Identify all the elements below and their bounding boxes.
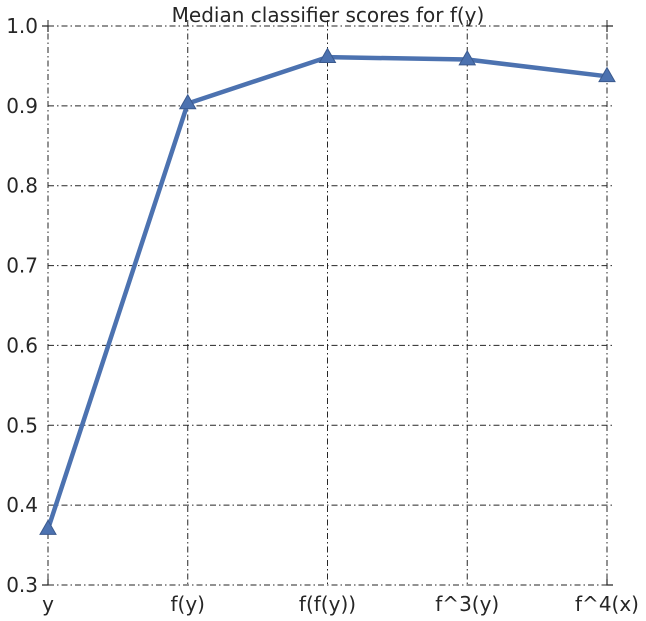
y-tick-label: 0.4 <box>6 493 38 517</box>
y-axis-ticks: 0.3 0.4 0.5 0.6 0.7 0.8 0.9 1.0 <box>6 14 38 597</box>
x-tick-label: f^4(x) <box>575 592 639 616</box>
data-point-marker <box>39 519 57 535</box>
y-tick-label: 0.7 <box>6 254 38 278</box>
y-tick-label: 0.6 <box>6 333 38 357</box>
y-tick-label: 0.8 <box>6 174 38 198</box>
x-tick-label: f^3(y) <box>435 592 499 616</box>
data-point-marker <box>178 93 197 110</box>
y-tick-label: 1.0 <box>6 14 38 38</box>
x-axis-ticks: y f(y) f(f(y)) f^3(y) f^4(x) <box>42 592 639 616</box>
axis-corner-ticks <box>42 25 613 586</box>
y-tick-label: 0.5 <box>6 413 38 437</box>
y-tick-label: 0.9 <box>6 94 38 118</box>
x-tick-label: y <box>42 592 54 616</box>
corner-tick <box>42 579 49 586</box>
grid-lines <box>47 20 613 586</box>
y-tick-label: 0.3 <box>6 573 38 597</box>
data-point-marker <box>598 66 616 83</box>
data-point-marker <box>458 49 477 66</box>
corner-tick <box>606 25 613 32</box>
corner-tick <box>42 25 49 32</box>
data-point-marker <box>318 47 337 63</box>
series-markers <box>39 47 616 535</box>
x-tick-label: f(y) <box>171 592 205 616</box>
x-tick-label: f(f(y)) <box>299 592 356 616</box>
corner-tick <box>606 579 613 586</box>
